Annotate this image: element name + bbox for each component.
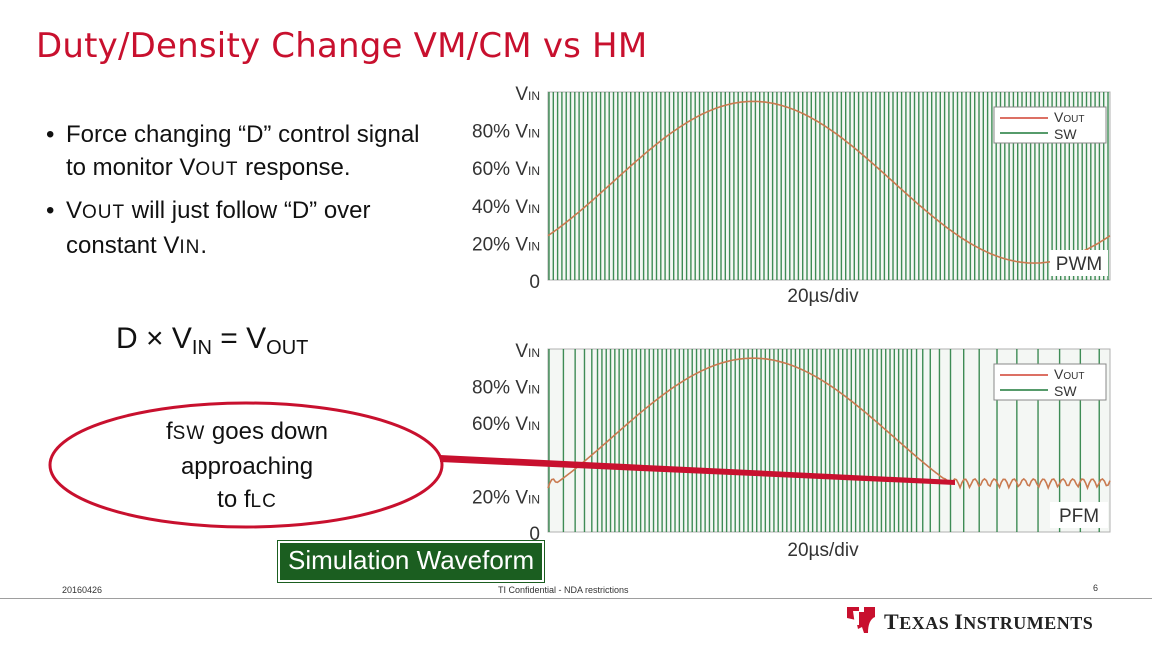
x-axis-label: 20µs/div xyxy=(787,286,859,307)
y-tick-label: 80% VIN xyxy=(472,122,540,143)
vout-trace xyxy=(547,100,1111,264)
bullet-text: Force changing “D” control signal to mon… xyxy=(66,121,420,181)
callout-line-2: approaching xyxy=(180,453,314,480)
eq-d: D xyxy=(116,322,138,355)
y-tick-label: 0 xyxy=(529,272,540,293)
callout-text: fSW goes down approaching to fLC xyxy=(140,415,354,518)
callout-line-1: fSW goes down xyxy=(165,418,329,445)
y-tick-label: 60% VIN xyxy=(472,159,540,180)
y-tick-label: 20% VIN xyxy=(472,234,540,255)
mode-label-bg xyxy=(1050,502,1108,528)
bullet-dot-icon: • xyxy=(46,121,55,148)
simulation-waveform-label: Simulation Waveform xyxy=(278,541,545,582)
bullet-item: • Force changing “D” control signal to m… xyxy=(46,118,446,186)
y-tick-label: 20% VIN xyxy=(472,487,540,508)
bullet-text-end: response. xyxy=(238,154,351,181)
legend-box xyxy=(993,106,1107,144)
x-axis-label: 20µs/div xyxy=(787,540,859,561)
ti-wordmark: TEXAS INSTRUMENTS xyxy=(884,609,1094,634)
y-tick-label: 40% VIN xyxy=(472,197,540,218)
eq-sub2: OUT xyxy=(266,337,309,359)
legend-box xyxy=(993,363,1107,401)
footer-confidential: TI Confidential - NDA restrictions xyxy=(498,585,629,595)
eq-v2: V xyxy=(246,322,267,355)
y-tick-label: VIN xyxy=(515,84,540,105)
bullet-text: V xyxy=(66,197,83,224)
page-number: 6 xyxy=(1093,583,1099,593)
mode-label: PFM xyxy=(1059,506,1099,527)
legend-vout-label: VOUT xyxy=(1054,366,1084,382)
legend-sw-label: SW xyxy=(1054,126,1077,142)
slide-title: Duty/Density Change VM/CM vs HM xyxy=(36,26,648,66)
y-tick-label: 60% VIN xyxy=(472,414,540,435)
bullet-text-mid: will just follow “D” over constant V xyxy=(66,197,371,259)
vout-trace xyxy=(547,357,1111,491)
legend-sw-label: SW xyxy=(1054,383,1077,399)
legend-vout-label: VOUT xyxy=(1054,109,1084,125)
callout-ellipse xyxy=(48,401,444,529)
bullet-list: • Force changing “D” control signal to m… xyxy=(46,118,446,272)
bullet-text-end: . xyxy=(200,232,208,259)
eq-v1: V xyxy=(171,322,192,355)
bullet-subscript: OUT xyxy=(82,202,126,223)
bullet-subscript-2: IN xyxy=(179,237,201,258)
bullet-dot-icon: • xyxy=(46,197,55,224)
callout-pointer xyxy=(440,455,955,485)
footer-date: 20160426 xyxy=(62,585,103,595)
duty-equation: D × VIN = VOUT xyxy=(116,322,308,360)
y-tick-label: VIN xyxy=(515,341,540,362)
bullet-subscript: OUT xyxy=(195,159,239,180)
bullet-item: • VOUT will just follow “D” over constan… xyxy=(46,194,446,264)
eq-sub1: IN xyxy=(191,337,212,359)
eq-equals: = xyxy=(220,322,238,355)
ti-logo-icon xyxy=(847,607,875,633)
y-tick-label: 0 xyxy=(529,524,540,545)
y-tick-label: 80% VIN xyxy=(472,378,540,399)
eq-times: × xyxy=(146,322,164,355)
callout-line-3: to fLC xyxy=(217,486,277,513)
footer-bar xyxy=(0,598,1152,649)
mode-label: PWM xyxy=(1056,254,1102,275)
mode-label-bg xyxy=(1050,250,1108,276)
